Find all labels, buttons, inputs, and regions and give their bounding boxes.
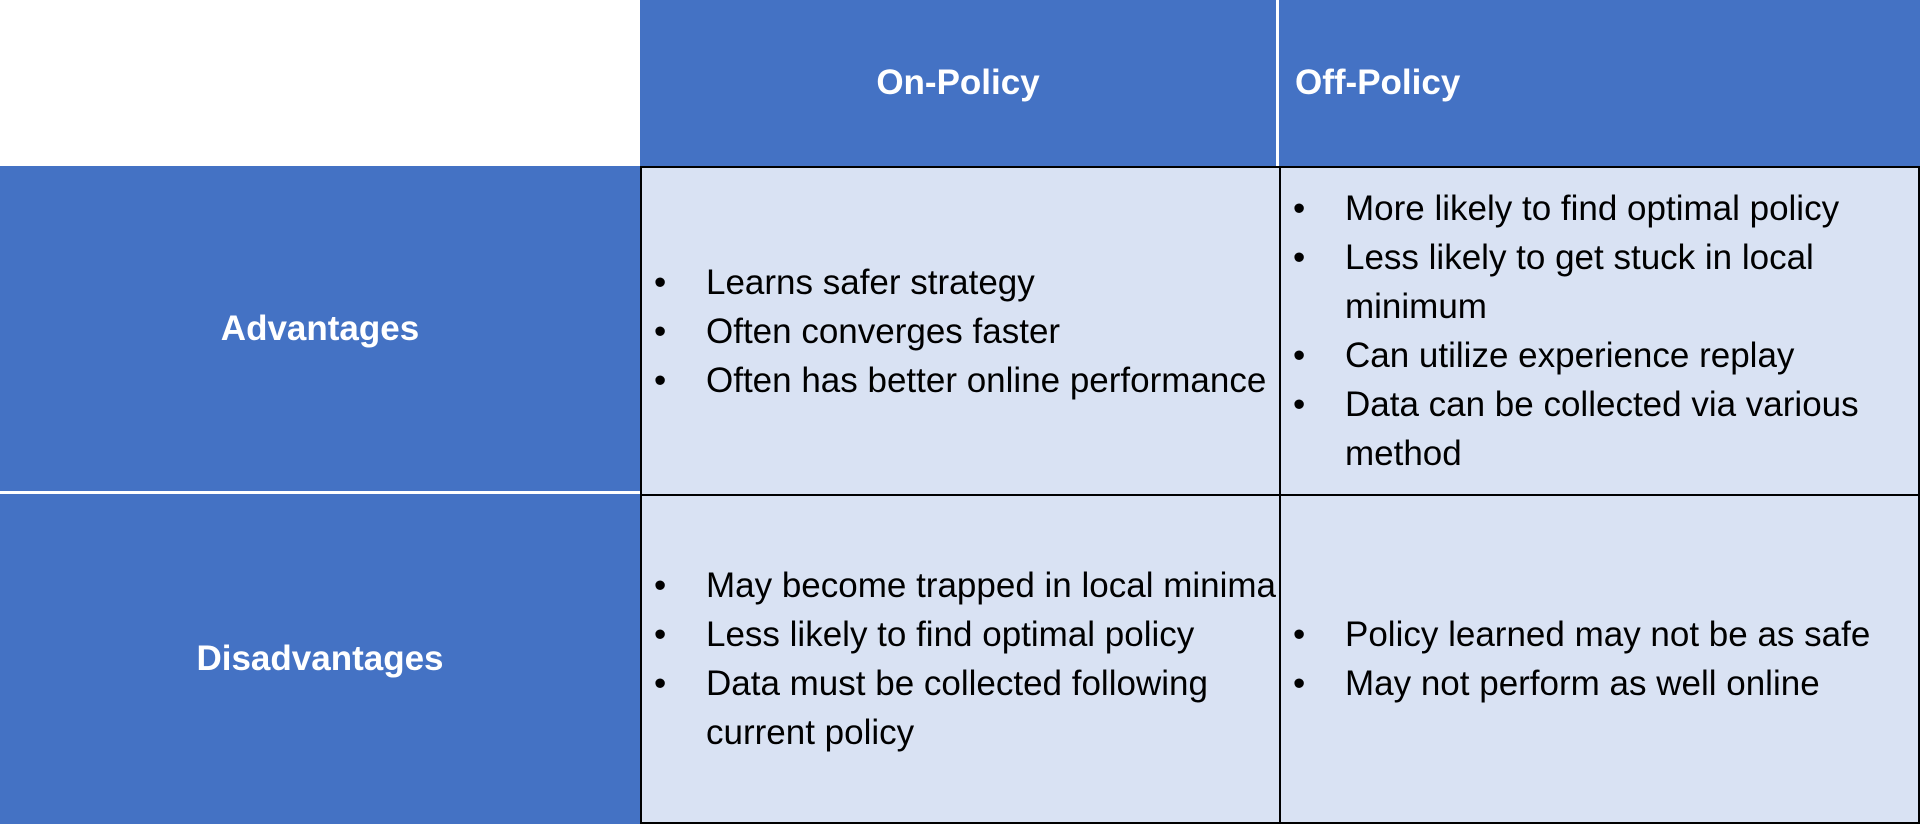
row-header-label: Disadvantages <box>196 639 444 678</box>
bullet-list: May become trapped in local minima Less … <box>642 561 1279 757</box>
list-item: Often has better online performance <box>654 356 1266 405</box>
list-item: Less likely to get stuck in local minimu… <box>1293 233 1918 331</box>
table-corner <box>0 0 640 166</box>
column-header-off-policy: Off-Policy <box>1279 0 1920 166</box>
list-item: Learns safer strategy <box>654 258 1266 307</box>
cell-disadvantages-off-policy: Policy learned may not be as safe May no… <box>1279 494 1920 824</box>
row-header-advantages: Advantages <box>0 166 640 494</box>
row-header-disadvantages: Disadvantages <box>0 494 640 824</box>
column-header-label: On-Policy <box>876 63 1040 102</box>
list-item: Policy learned may not be as safe <box>1293 610 1870 659</box>
list-item: Less likely to find optimal policy <box>654 610 1279 659</box>
list-item: May become trapped in local minima <box>654 561 1279 610</box>
column-header-label: Off-Policy <box>1295 63 1461 102</box>
cell-advantages-on-policy: Learns safer strategy Often converges fa… <box>640 166 1281 496</box>
column-header-on-policy: On-Policy <box>640 0 1279 166</box>
list-item: May not perform as well online <box>1293 659 1870 708</box>
cell-disadvantages-on-policy: May become trapped in local minima Less … <box>640 494 1281 824</box>
cell-advantages-off-policy: More likely to find optimal policy Less … <box>1279 166 1920 496</box>
list-item: Data must be collected following current… <box>654 659 1279 757</box>
list-item: Often converges faster <box>654 307 1266 356</box>
bullet-list: More likely to find optimal policy Less … <box>1281 184 1918 478</box>
list-item: Data can be collected via various method <box>1293 380 1918 478</box>
row-header-label: Advantages <box>220 308 420 348</box>
list-item: Can utilize experience replay <box>1293 331 1918 380</box>
list-item: More likely to find optimal policy <box>1293 184 1918 233</box>
bullet-list: Policy learned may not be as safe May no… <box>1281 610 1870 708</box>
bullet-list: Learns safer strategy Often converges fa… <box>642 258 1266 405</box>
